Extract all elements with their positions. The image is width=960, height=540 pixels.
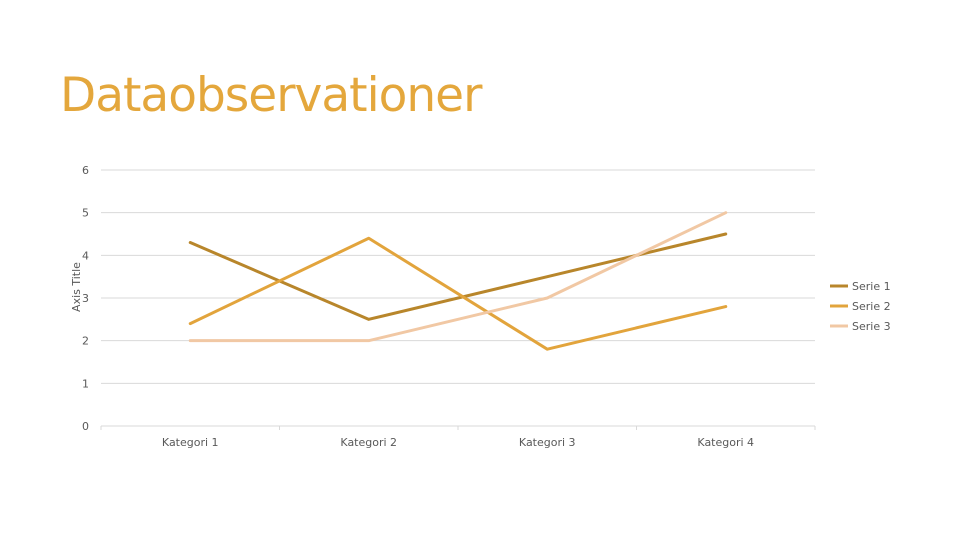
series-line-1 — [188, 232, 728, 321]
legend-label: Serie 1 — [852, 280, 891, 293]
y-tick-label: 2 — [82, 335, 89, 348]
y-tick-label: 4 — [82, 249, 89, 262]
x-tick-label: Kategori 1 — [162, 436, 219, 449]
series-line-3 — [188, 211, 728, 343]
series-line-2 — [188, 236, 728, 351]
y-tick-label: 1 — [82, 377, 89, 390]
y-axis-title: Axis Title — [70, 262, 83, 312]
x-tick-label: Kategori 3 — [519, 436, 576, 449]
y-tick-label: 3 — [82, 292, 89, 305]
legend: Serie 1 Serie 2 Serie 3 — [830, 280, 891, 333]
y-tick-label: 5 — [82, 207, 89, 220]
x-tick-label: Kategori 2 — [340, 436, 397, 449]
slide-title: Dataobservationer — [60, 68, 482, 123]
legend-label: Serie 3 — [852, 320, 891, 333]
y-tick-label: 0 — [82, 420, 89, 433]
axes: 0 1 2 3 4 5 6 Kategori 1 Kategori 2 Kategori 3 Kat… — [82, 164, 816, 449]
x-tick-label: Kategori 4 — [697, 436, 754, 449]
y-tick-label: 6 — [82, 164, 89, 177]
series-lines — [188, 211, 728, 351]
legend-label: Serie 2 — [852, 300, 891, 313]
